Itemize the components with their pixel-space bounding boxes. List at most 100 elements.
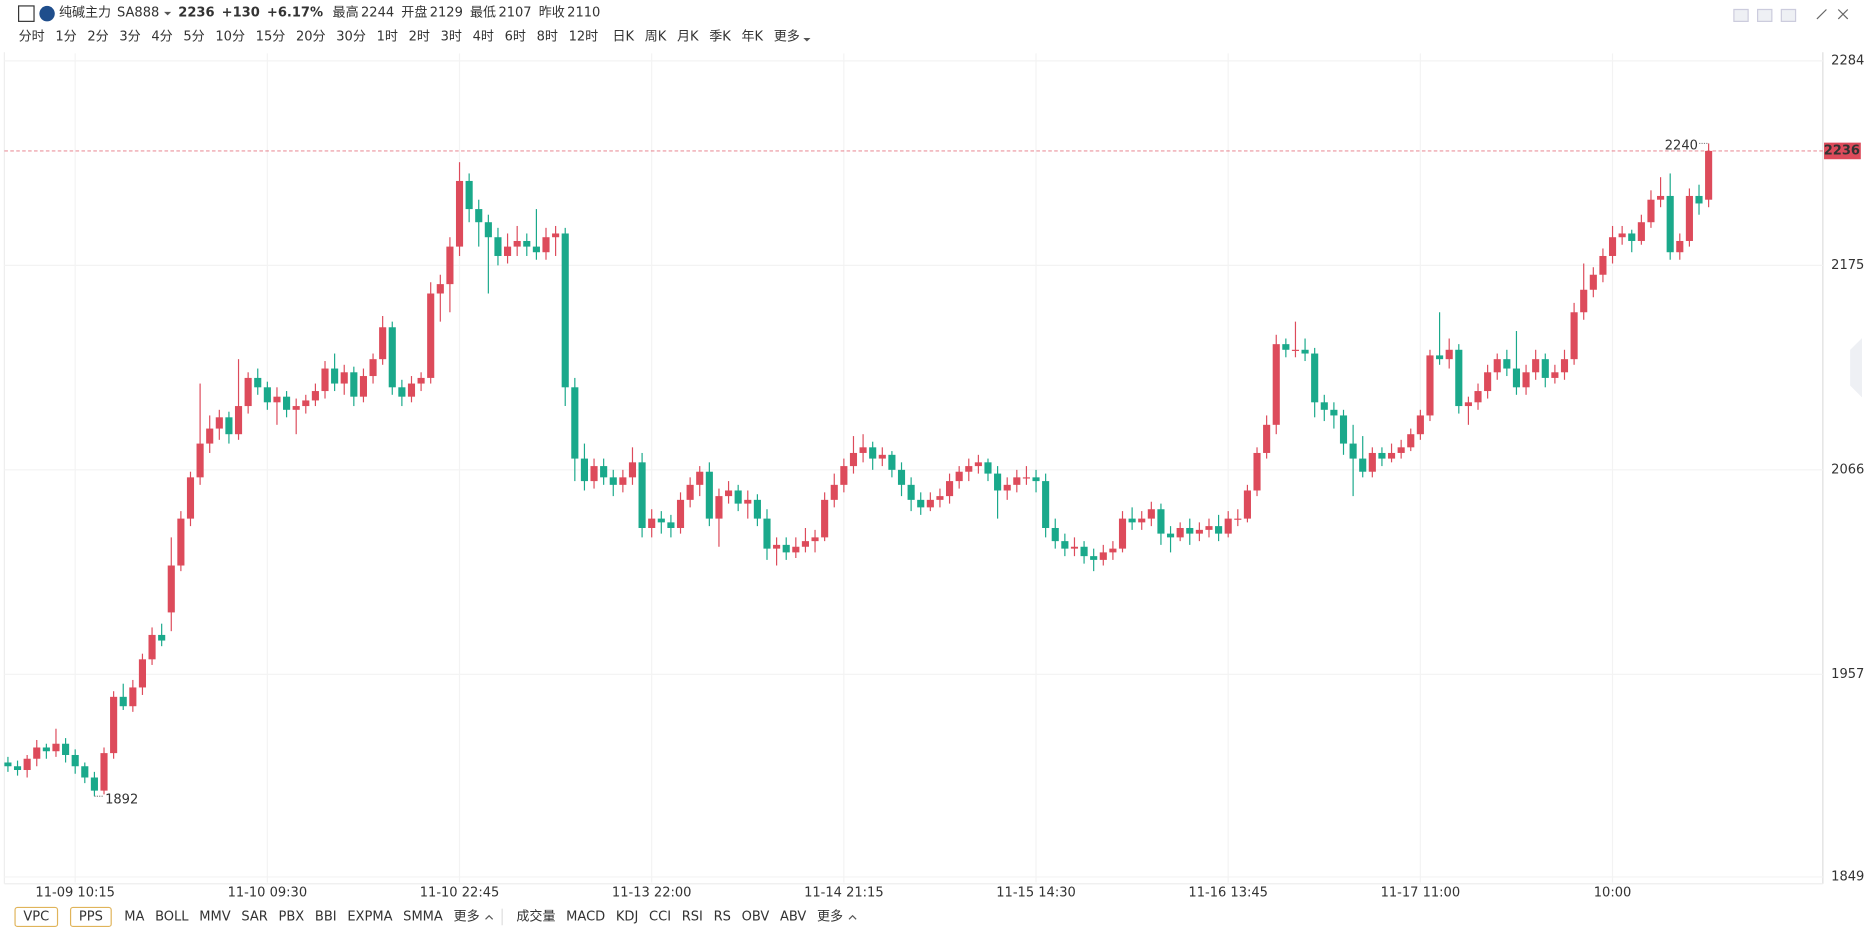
period-button[interactable]: 1分 [55, 29, 76, 44]
candle-body [359, 376, 368, 397]
candle-body [686, 484, 694, 500]
main-indicator[interactable]: PPS [79, 909, 103, 924]
stat-label: 最低 [470, 6, 496, 21]
indicator-button[interactable]: SMMA [403, 909, 443, 924]
indicator-button[interactable]: 更多 [817, 908, 843, 924]
candle-body [917, 499, 925, 508]
indicator-button[interactable]: MA [124, 909, 144, 924]
period-button[interactable]: 更多 [774, 28, 800, 44]
indicator-button[interactable]: 成交量 [516, 908, 555, 924]
x-tick-label: 11-10 22:45 [420, 886, 500, 901]
side-handle[interactable] [1850, 338, 1862, 398]
indicator-button[interactable]: MACD [566, 909, 605, 924]
app-icon [18, 5, 35, 22]
window-icons[interactable] [1816, 9, 1849, 20]
candle-body [561, 233, 569, 388]
period-button[interactable]: 月K [677, 29, 699, 44]
candle-body [696, 471, 704, 485]
indicator-button[interactable]: EXPMA [347, 909, 392, 924]
candle-body [1061, 541, 1069, 549]
candle-body [1349, 443, 1357, 459]
period-button[interactable]: 4分 [151, 29, 172, 44]
candle-body [782, 544, 790, 553]
indicator-button[interactable]: CCI [649, 909, 671, 924]
period-button[interactable]: 日K [612, 29, 634, 44]
candle-body [859, 447, 867, 453]
indicator-button[interactable]: ABV [780, 909, 806, 924]
indicator-button[interactable]: PBX [279, 909, 305, 924]
period-button[interactable]: 4时 [473, 29, 494, 44]
period-button[interactable]: 20分 [296, 29, 326, 44]
indicator-button[interactable]: BOLL [155, 909, 189, 924]
candle-body [1166, 533, 1175, 538]
period-button[interactable]: 6时 [505, 29, 526, 44]
period-button[interactable]: 2时 [409, 29, 430, 44]
candle-body [129, 687, 137, 707]
candle-body [705, 471, 713, 519]
indicator-button[interactable]: KDJ [616, 909, 638, 924]
candle-body [1637, 222, 1645, 241]
candle-body [1387, 452, 1396, 459]
toolbar-icons[interactable] [1733, 8, 1797, 22]
indicator-button[interactable]: OBV [742, 909, 770, 924]
candle-body [897, 469, 906, 485]
candle-body [1234, 518, 1242, 520]
period-button[interactable]: 8时 [537, 29, 558, 44]
x-tick-label: 11-10 09:30 [228, 886, 308, 901]
candle-body [955, 471, 963, 482]
candle-body [302, 400, 310, 407]
candle-body [234, 406, 243, 435]
candle-body [821, 499, 829, 538]
period-button[interactable]: 5分 [183, 29, 204, 44]
y-tick-label: 1849 [1831, 869, 1864, 884]
indicator-box [69, 906, 112, 928]
symbol-icon [39, 5, 55, 22]
candle-body [1215, 526, 1223, 534]
indicator-button[interactable]: RSI [682, 909, 703, 924]
indicator-caret [485, 914, 494, 920]
period-button[interactable]: 分时 [19, 29, 45, 44]
indicator-button[interactable]: SAR [241, 909, 267, 924]
stat-label: 开盘 [401, 5, 427, 21]
candle-body [1522, 372, 1530, 388]
candle-body [1551, 372, 1559, 378]
period-button[interactable]: 3分 [119, 29, 140, 44]
candle-body [215, 417, 223, 429]
indicator-button[interactable]: RS [714, 909, 731, 924]
period-button[interactable]: 2分 [87, 29, 108, 44]
period-button[interactable]: 15分 [256, 29, 286, 44]
period-button[interactable]: 季K [709, 29, 731, 44]
indicator-button[interactable]: MMV [199, 909, 230, 924]
candle-body [869, 447, 877, 459]
period-button[interactable]: 年K [741, 29, 763, 44]
indicator-button[interactable]: BBI [315, 909, 337, 924]
period-button[interactable]: 30分 [336, 29, 366, 44]
period-button[interactable]: 1时 [377, 29, 398, 44]
candle-body [840, 466, 848, 485]
y-tick-label: 2284 [1831, 53, 1864, 68]
candle-body [71, 754, 79, 767]
candle-body [676, 499, 685, 528]
period-button[interactable]: 周K [645, 29, 667, 44]
candle-body [1628, 233, 1636, 241]
period-button[interactable]: 12时 [569, 29, 599, 44]
main-indicator[interactable]: VPC [23, 909, 49, 924]
candle-body [1455, 349, 1463, 407]
symbol-caret[interactable] [164, 11, 172, 16]
candle-body [1426, 355, 1434, 416]
candle-body [744, 499, 752, 504]
period-button[interactable]: 10分 [215, 29, 245, 44]
candle-body [119, 696, 127, 707]
candle-body [801, 541, 809, 547]
x-tick-label: 11-14 21:15 [804, 886, 884, 901]
candle-body [773, 544, 781, 549]
candle-body [494, 237, 502, 256]
candle-body [1253, 452, 1261, 491]
candle-body [523, 240, 531, 247]
candle-body [1560, 359, 1569, 373]
period-button[interactable]: 3时 [441, 29, 462, 44]
candle-body [388, 327, 396, 388]
candle-body [254, 377, 262, 388]
indicator-button[interactable]: 更多 [454, 908, 480, 924]
